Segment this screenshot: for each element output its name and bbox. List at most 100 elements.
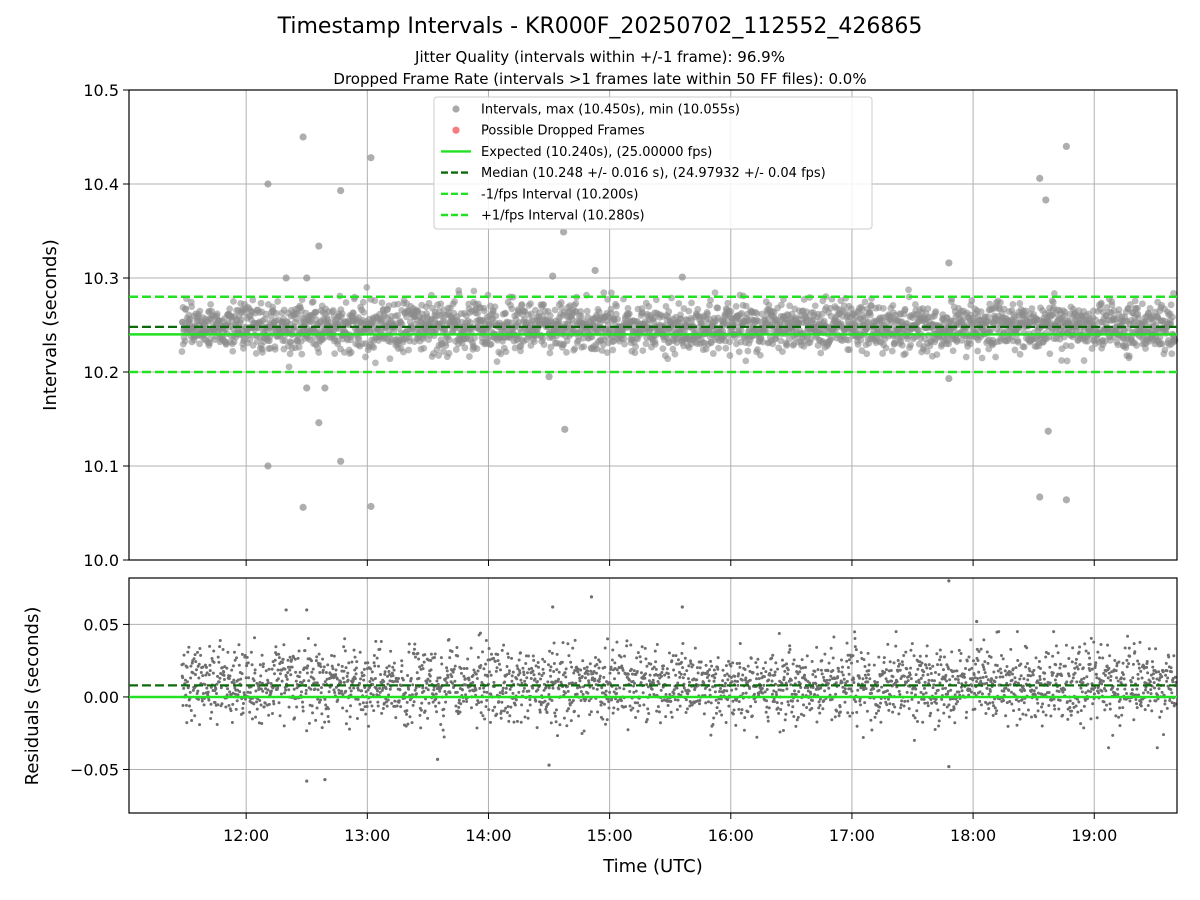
interval-point [281, 337, 289, 345]
interval-point [959, 316, 967, 324]
residual-point [348, 715, 352, 719]
residual-point [751, 671, 755, 675]
residual-point [462, 666, 466, 670]
residual-point [632, 669, 636, 673]
interval-outlier-point [1036, 174, 1044, 182]
interval-point [889, 302, 897, 309]
residual-point [847, 658, 851, 662]
residual-point [230, 668, 234, 672]
residual-point [783, 718, 787, 722]
residual-point [231, 664, 235, 668]
residual-point [635, 670, 639, 674]
interval-outlier-point [545, 373, 553, 381]
residual-point [535, 679, 539, 683]
residual-point [761, 666, 765, 670]
interval-point [707, 296, 714, 304]
residual-point [859, 651, 863, 655]
interval-point [259, 348, 266, 356]
residual-point [492, 680, 496, 684]
residual-point [444, 692, 448, 696]
residual-point [738, 661, 742, 665]
residual-point [228, 690, 232, 694]
residual-point [757, 677, 761, 681]
residual-point [365, 701, 369, 705]
residual-point [443, 689, 447, 693]
residual-point [393, 699, 397, 703]
residual-point [315, 706, 319, 710]
interval-point [905, 286, 912, 294]
interval-point [742, 357, 750, 365]
residual-point [581, 659, 585, 663]
residual-point [189, 676, 193, 680]
residual-point [841, 665, 845, 669]
interval-point [632, 343, 639, 351]
residual-point [293, 716, 297, 720]
residual-point [216, 674, 220, 678]
residual-point [272, 702, 276, 706]
residual-point [680, 660, 684, 664]
residual-point [505, 711, 509, 715]
residual-point [781, 728, 785, 732]
residual-point [511, 670, 515, 674]
residual-point [554, 720, 558, 724]
interval-outlier-point [282, 274, 290, 282]
residual-point [845, 641, 849, 645]
residual-point [412, 700, 416, 704]
residual-point [818, 703, 822, 707]
residual-point [355, 717, 359, 721]
residual-point [648, 673, 652, 677]
residual-point [215, 722, 219, 726]
residual-point [626, 672, 630, 676]
residual-point [609, 665, 613, 669]
residual-point [403, 691, 407, 695]
residual-point [208, 663, 212, 667]
residual-point [373, 676, 377, 680]
residual-point [546, 702, 550, 706]
residual-point [487, 670, 491, 674]
residual-point [468, 689, 472, 693]
residual-point [544, 707, 548, 711]
residual-point [866, 680, 870, 684]
residual-point [297, 675, 301, 679]
residual-point [456, 654, 460, 658]
interval-point [997, 299, 1004, 306]
residual-point [604, 689, 608, 693]
residual-point [212, 649, 216, 653]
residual-point [477, 701, 481, 705]
residual-point [250, 717, 254, 721]
residual-point [698, 699, 702, 703]
residual-point [796, 715, 800, 719]
residual-point [484, 639, 488, 643]
residual-point [863, 673, 867, 677]
residual-point [768, 673, 772, 677]
residual-point [489, 673, 493, 677]
interval-point [196, 307, 204, 315]
interval-point [620, 335, 628, 343]
residual-point [471, 673, 475, 677]
interval-point [642, 340, 650, 348]
residual-point [419, 708, 423, 712]
residual-point [822, 699, 826, 703]
residual-point [765, 699, 769, 703]
residual-point [543, 699, 547, 703]
residual-point [372, 654, 376, 658]
residual-point [553, 711, 557, 715]
residual-point [882, 660, 886, 664]
interval-point [1016, 300, 1024, 307]
residual-point [349, 704, 353, 708]
residual-point [326, 707, 330, 711]
residual-point [687, 689, 691, 693]
residual-point [650, 687, 654, 691]
interval-point [754, 346, 761, 353]
residual-point [763, 690, 767, 694]
residual-point [406, 722, 410, 726]
residual-point [339, 681, 343, 685]
residual-point [698, 666, 702, 670]
residual-point [744, 691, 748, 695]
residual-point [464, 683, 468, 687]
residual-point [575, 692, 579, 696]
residual-point [476, 655, 480, 659]
residual-point [873, 680, 877, 684]
residual-point [267, 713, 271, 717]
residual-point [731, 661, 735, 665]
